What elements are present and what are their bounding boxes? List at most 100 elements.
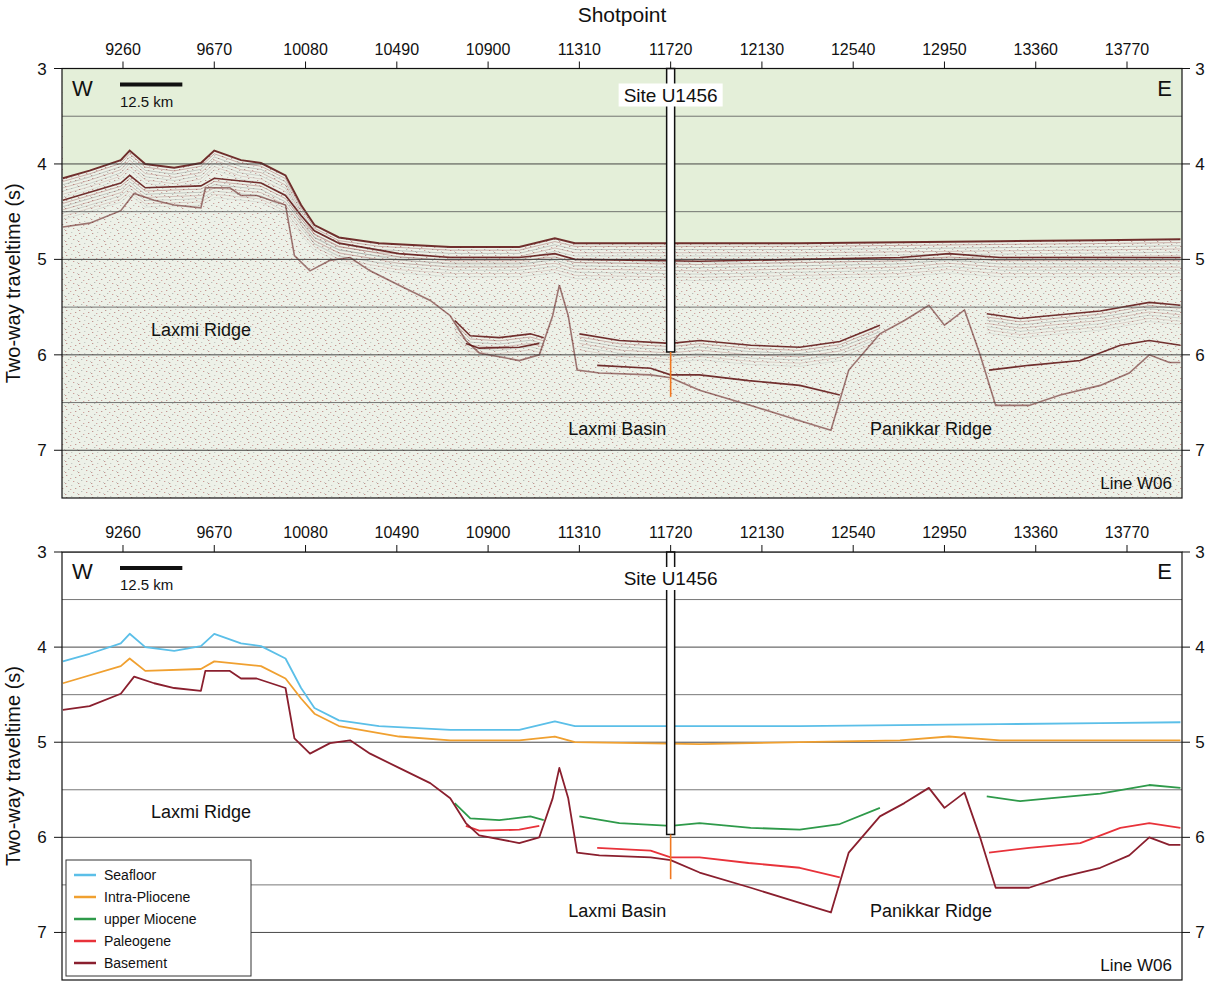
line-label: Line W06 xyxy=(1100,474,1172,493)
x-tick xyxy=(1127,62,1128,69)
seismic-panel: Site U1456Laxmi RidgeLaxmi BasinPanikkar… xyxy=(2,41,1205,499)
scale-bar-label: 12.5 km xyxy=(120,576,173,593)
y-tick-label: 5 xyxy=(1195,250,1204,269)
x-tick-label: 9260 xyxy=(105,41,141,58)
site-label: Site U1456 xyxy=(624,568,718,589)
x-tick-label: 13360 xyxy=(1013,524,1058,541)
x-tick-label: 11310 xyxy=(558,41,601,58)
y-tick xyxy=(54,163,62,164)
x-tick xyxy=(761,62,762,69)
plot-background xyxy=(62,552,1182,980)
y-tick xyxy=(54,68,62,69)
y-tick-label: 6 xyxy=(1195,828,1204,847)
x-tick-label: 11720 xyxy=(649,524,692,541)
legend-box xyxy=(66,860,251,976)
y-tick-label: 7 xyxy=(1195,441,1204,460)
reflector-texture xyxy=(63,182,1181,268)
minor-grid-line xyxy=(62,599,1182,600)
reflector-texture xyxy=(63,170,1181,266)
west-label: W xyxy=(72,76,93,101)
x-tick-label: 12130 xyxy=(740,524,785,541)
region-label: Panikkar Ridge xyxy=(870,901,992,921)
x-tick-label: 10490 xyxy=(375,524,420,541)
x-tick xyxy=(214,62,215,69)
reflector-texture xyxy=(455,312,1181,357)
legend-swatch xyxy=(74,940,96,943)
scale-bar xyxy=(120,83,182,87)
x-tick-label: 10900 xyxy=(466,524,511,541)
y-tick xyxy=(54,647,62,648)
reflector-texture xyxy=(455,309,1181,354)
x-tick-label: 12540 xyxy=(831,41,876,58)
y-tick xyxy=(1182,68,1190,69)
legend: SeafloorIntra-Plioceneupper MiocenePaleo… xyxy=(66,860,251,976)
frame xyxy=(62,69,1182,499)
y-tick xyxy=(54,259,62,260)
y-tick xyxy=(1182,932,1190,933)
reflector-texture xyxy=(63,157,1181,253)
scale-bar xyxy=(120,566,182,570)
x-tick xyxy=(122,545,123,552)
minor-grid-line xyxy=(62,789,1182,790)
y-tick xyxy=(1182,647,1190,648)
figure: ShotpointSite U1456Laxmi RidgeLaxmi Basi… xyxy=(0,0,1207,982)
legend-label: Seafloor xyxy=(104,867,156,883)
x-tick xyxy=(1035,62,1036,69)
west-label: W xyxy=(72,559,93,584)
y-tick-label: 4 xyxy=(1195,155,1204,174)
y-tick xyxy=(54,837,62,838)
line-label: Line W06 xyxy=(1100,956,1172,975)
reflector xyxy=(455,302,1181,347)
x-tick-label: 10490 xyxy=(375,41,420,58)
y-axis-label: Two-way traveltime (s) xyxy=(2,666,24,866)
reflector-texture xyxy=(63,179,1181,265)
y-tick-label: 7 xyxy=(37,923,46,942)
seismic-background xyxy=(62,69,1182,499)
x-tick xyxy=(488,62,489,69)
horizon-line xyxy=(63,634,1181,730)
x-tick xyxy=(396,545,397,552)
y-tick xyxy=(54,450,62,451)
interp-panel: Site U1456Laxmi RidgeLaxmi BasinPanikkar… xyxy=(2,524,1205,980)
x-tick xyxy=(396,62,397,69)
y-tick-label: 4 xyxy=(1195,638,1204,657)
legend-label: Paleogene xyxy=(104,933,171,949)
y-tick xyxy=(1182,552,1190,553)
x-tick-label: 12950 xyxy=(922,524,967,541)
legend-swatch xyxy=(74,874,96,877)
x-tick-label: 9670 xyxy=(196,41,232,58)
y-tick-label: 6 xyxy=(37,828,46,847)
x-tick-label: 12950 xyxy=(922,41,967,58)
grid-line xyxy=(62,354,1182,355)
y-tick-label: 4 xyxy=(37,638,46,657)
x-tick xyxy=(944,545,945,552)
region-label: Laxmi Basin xyxy=(568,901,666,921)
plot-area xyxy=(62,69,1182,499)
minor-grid-line xyxy=(62,402,1182,403)
minor-grid-line xyxy=(62,307,1182,308)
x-tick xyxy=(1035,545,1036,552)
reflector-texture xyxy=(455,315,1181,360)
borehole xyxy=(667,552,675,834)
x-tick-label: 13770 xyxy=(1105,524,1150,541)
minor-grid-line xyxy=(62,211,1182,212)
reflector-texture xyxy=(63,195,1181,281)
legend-swatch xyxy=(74,896,96,899)
y-tick xyxy=(1182,354,1190,355)
site-label-bg xyxy=(619,567,723,590)
x-tick xyxy=(579,62,580,69)
site-label-bg xyxy=(619,84,723,107)
y-tick-label: 5 xyxy=(37,250,46,269)
x-tick-label: 13360 xyxy=(1013,41,1058,58)
x-tick xyxy=(853,545,854,552)
borehole-projection xyxy=(670,834,672,879)
x-tick-label: 11310 xyxy=(558,524,601,541)
y-tick-label: 3 xyxy=(37,60,46,79)
grid-line xyxy=(62,163,1182,164)
grid-line xyxy=(62,647,1182,648)
minor-grid-line xyxy=(62,116,1182,117)
y-tick xyxy=(1182,450,1190,451)
y-tick xyxy=(1182,259,1190,260)
grid xyxy=(62,69,1182,451)
y-tick-label: 3 xyxy=(1195,543,1204,562)
